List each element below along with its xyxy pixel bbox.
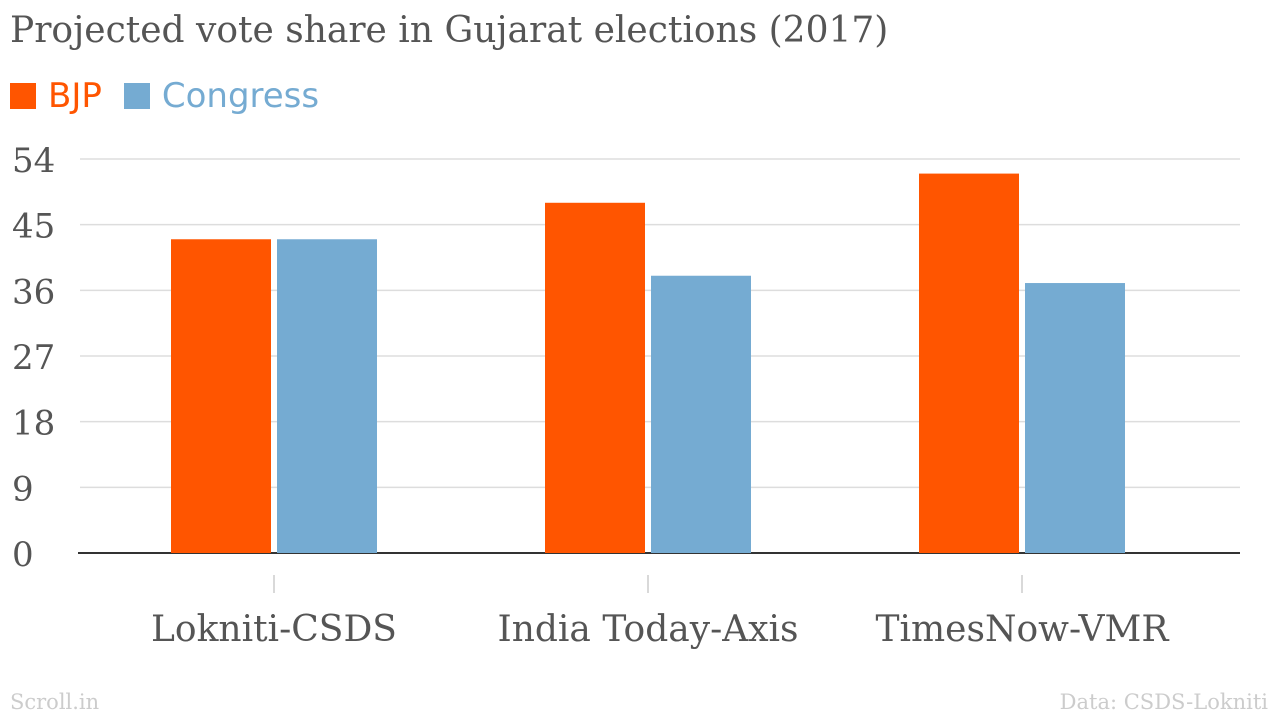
y-tick-label: 27 [12, 338, 55, 378]
chart-legend: BJP Congress [10, 76, 341, 116]
bar-congress [1025, 283, 1125, 553]
legend-swatch-bjp [10, 83, 36, 109]
legend-label-bjp: BJP [48, 76, 102, 116]
legend-item-bjp: BJP [10, 76, 102, 116]
bar-congress [277, 239, 377, 553]
y-tick-label: 9 [12, 469, 34, 509]
bar-bjp [171, 239, 271, 553]
y-tick-label: 18 [12, 404, 55, 444]
source-credit: Scroll.in [10, 690, 100, 714]
bar-congress [651, 275, 751, 553]
bar-bjp [919, 173, 1019, 553]
legend-swatch-congress [123, 83, 150, 109]
x-tick-label: Lokniti-CSDS [151, 609, 397, 650]
y-tick-label: 54 [12, 141, 55, 181]
chart-title: Projected vote share in Gujarat election… [10, 10, 889, 51]
legend-item-congress: Congress [123, 76, 320, 116]
legend-label-congress: Congress [161, 76, 320, 116]
x-tick-label: India Today-Axis [497, 609, 798, 650]
x-tick-label: TimesNow-VMR [876, 609, 1170, 650]
data-source: Data: CSDS-Lokniti [1059, 690, 1268, 714]
y-tick-label: 0 [12, 535, 34, 575]
y-tick-label: 36 [12, 272, 55, 312]
bar-bjp [545, 202, 645, 553]
y-tick-label: 45 [12, 207, 55, 247]
